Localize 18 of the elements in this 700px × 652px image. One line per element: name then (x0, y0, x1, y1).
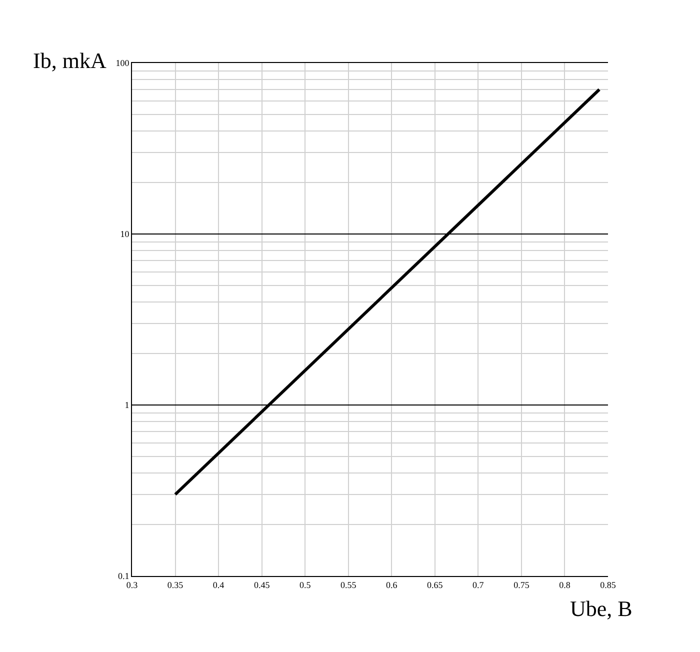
y-tick-label: 100 (116, 58, 130, 68)
x-tick-label: 0.45 (254, 580, 270, 590)
x-tick-label: 0.4 (212, 580, 225, 590)
x-tick-label: 0.8 (559, 580, 571, 590)
x-axis-title: Ube, B (570, 596, 632, 621)
x-tick-label: 0.35 (167, 580, 184, 590)
x-tick-label: 0.75 (514, 580, 530, 590)
x-tick-label: 0.85 (600, 580, 616, 590)
y-tick-label: 10 (120, 229, 130, 240)
x-tick-label: 0.6 (386, 580, 398, 590)
x-tick-label: 0.5 (299, 580, 312, 590)
y-tick-label: 1 (124, 400, 130, 410)
x-tick-label: 0.7 (472, 580, 484, 590)
x-tick-label: 0.3 (126, 580, 138, 590)
x-tick-label: 0.55 (340, 580, 357, 590)
y-axis-title: Ib, mkA (33, 48, 106, 73)
y-tick-label: 0.1 (118, 571, 130, 582)
x-tick-label: 0.65 (427, 580, 444, 590)
